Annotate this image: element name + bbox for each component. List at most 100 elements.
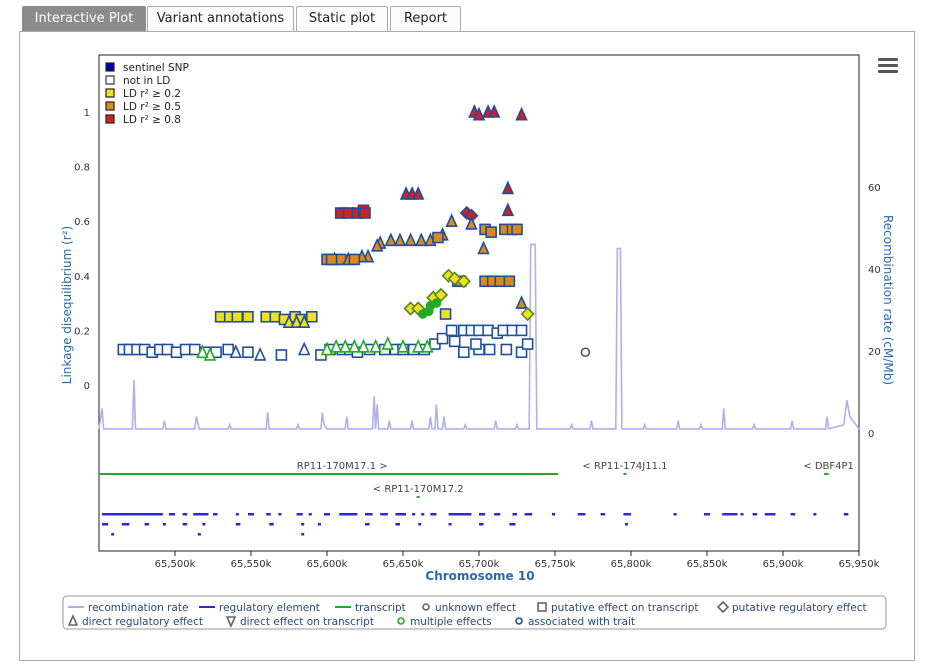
snp-point-3-0[interactable] xyxy=(580,347,591,358)
snp-point-6-1[interactable] xyxy=(329,338,343,353)
regulatory-element-34[interactable] xyxy=(790,513,796,516)
regulatory-element-24[interactable] xyxy=(551,513,555,516)
snp-point-5-45[interactable] xyxy=(521,338,534,350)
snp-point-6-5[interactable] xyxy=(369,338,382,353)
tab-report[interactable]: Report xyxy=(390,6,461,31)
regulatory-element-38[interactable] xyxy=(121,523,130,526)
snp-point-5-9[interactable] xyxy=(188,343,201,356)
tab-static-plot[interactable]: Static plot xyxy=(296,6,388,31)
regulatory-element-16[interactable] xyxy=(412,513,416,516)
regulatory-element-51[interactable] xyxy=(479,523,484,526)
snp-point-1-1[interactable] xyxy=(445,213,458,227)
snp-point-0-9[interactable] xyxy=(501,202,515,217)
legend-bottom-symbol-9[interactable] xyxy=(515,617,523,625)
snp-point-0-7[interactable] xyxy=(411,185,425,200)
snp-point-2-2[interactable] xyxy=(231,310,244,323)
regulatory-element-25[interactable] xyxy=(577,513,586,516)
regulatory-element-22[interactable] xyxy=(512,513,517,516)
regulatory-element-9[interactable] xyxy=(296,513,303,516)
legend-bottom-symbol-7[interactable] xyxy=(225,616,237,628)
snp-point-2-21[interactable] xyxy=(439,308,452,320)
regulatory-element-45[interactable] xyxy=(301,523,305,526)
snp-point-6-6[interactable] xyxy=(381,336,395,350)
regulatory-element-18[interactable] xyxy=(430,513,437,516)
snp-point-5-43[interactable] xyxy=(500,343,513,356)
regulatory-element-29[interactable] xyxy=(703,513,711,516)
snp-point-0-4[interactable] xyxy=(515,106,528,121)
regulatory-element-47[interactable] xyxy=(365,523,370,526)
snp-point-5-30[interactable] xyxy=(436,332,449,345)
snp-point-5-12[interactable] xyxy=(222,343,234,356)
regulatory-element-13[interactable] xyxy=(365,513,373,516)
regulatory-element-10[interactable] xyxy=(308,513,312,516)
snp-point-4-3[interactable] xyxy=(425,301,436,311)
legend-bottom-symbol-8[interactable] xyxy=(397,617,405,625)
snp-point-0-8[interactable] xyxy=(501,180,515,195)
regulatory-element-1[interactable] xyxy=(168,513,175,516)
snp-point-1-3[interactable] xyxy=(485,226,497,238)
snp-point-6-11[interactable] xyxy=(196,344,209,359)
regulatory-element-39[interactable] xyxy=(144,523,150,526)
regulatory-element-5[interactable] xyxy=(235,513,239,516)
regulatory-element-4[interactable] xyxy=(213,513,218,516)
regulatory-element-21[interactable] xyxy=(494,513,501,516)
snp-point-5-44[interactable] xyxy=(515,346,528,359)
snp-point-6-9[interactable] xyxy=(421,338,434,353)
snp-point-1-15[interactable] xyxy=(370,237,384,252)
regulatory-element-46[interactable] xyxy=(317,523,321,526)
regulatory-element-20[interactable] xyxy=(479,513,486,516)
snp-point-2-19[interactable] xyxy=(456,274,471,289)
snp-point-1-9[interactable] xyxy=(384,232,398,247)
snp-point-1-0[interactable] xyxy=(465,215,478,230)
snp-point-1-11[interactable] xyxy=(404,232,417,247)
snp-point-2-20[interactable] xyxy=(520,306,535,322)
snp-point-1-10[interactable] xyxy=(393,232,407,247)
snp-point-5-16[interactable] xyxy=(275,349,288,361)
snp-point-6-4[interactable] xyxy=(357,338,370,353)
regulatory-element-44[interactable] xyxy=(269,523,274,526)
snp-point-5-40[interactable] xyxy=(457,346,470,359)
snp-point-5-14[interactable] xyxy=(242,346,254,359)
regulatory-element-15[interactable] xyxy=(395,513,407,516)
snp-point-2-9[interactable] xyxy=(305,310,318,323)
regulatory-element-40[interactable] xyxy=(162,523,166,526)
regulatory-element-0[interactable] xyxy=(102,513,163,516)
snp-point-5-15[interactable] xyxy=(253,347,267,361)
snp-point-2-11[interactable] xyxy=(290,314,303,329)
snp-point-1-23[interactable] xyxy=(325,253,338,266)
snp-point-2-16[interactable] xyxy=(433,287,449,303)
snp-point-2-12[interactable] xyxy=(297,314,311,329)
snp-point-1-31[interactable] xyxy=(515,295,528,309)
regulatory-element-11[interactable] xyxy=(323,513,331,516)
regulatory-element-36[interactable] xyxy=(843,513,849,516)
legend-bottom-symbol-5[interactable] xyxy=(716,600,730,614)
snp-point-1-6[interactable] xyxy=(511,223,523,236)
regulatory-element-23[interactable] xyxy=(524,513,533,516)
snp-point-5-47[interactable] xyxy=(448,335,461,348)
snp-point-6-0[interactable] xyxy=(320,341,334,356)
snp-point-6-3[interactable] xyxy=(348,338,361,353)
regulatory-element-32[interactable] xyxy=(752,513,758,516)
regulatory-element-33[interactable] xyxy=(764,513,776,516)
snp-point-5-17[interactable] xyxy=(297,341,311,356)
regulatory-element-53[interactable] xyxy=(624,523,628,526)
regulatory-element-55[interactable] xyxy=(197,533,201,536)
legend-bottom-symbol-6[interactable] xyxy=(67,614,79,626)
tab-variant-annotations[interactable]: Variant annotations xyxy=(147,6,294,31)
snp-point-5-13[interactable] xyxy=(229,344,243,359)
regulatory-element-48[interactable] xyxy=(395,523,400,526)
regulatory-element-35[interactable] xyxy=(813,513,817,516)
regulatory-element-28[interactable] xyxy=(673,513,677,516)
regulatory-element-3[interactable] xyxy=(193,513,209,516)
regulatory-element-37[interactable] xyxy=(102,523,109,526)
snp-point-5-31[interactable] xyxy=(445,324,458,337)
snp-point-6-8[interactable] xyxy=(411,338,425,353)
snp-point-1-24[interactable] xyxy=(432,231,444,244)
regulatory-element-56[interactable] xyxy=(301,533,305,536)
snp-point-2-3[interactable] xyxy=(242,310,254,323)
hamburger-menu-icon[interactable] xyxy=(878,58,898,74)
regulatory-element-42[interactable] xyxy=(202,523,206,526)
snp-point-0-16[interactable] xyxy=(359,207,371,219)
regulatory-element-50[interactable] xyxy=(448,523,452,526)
